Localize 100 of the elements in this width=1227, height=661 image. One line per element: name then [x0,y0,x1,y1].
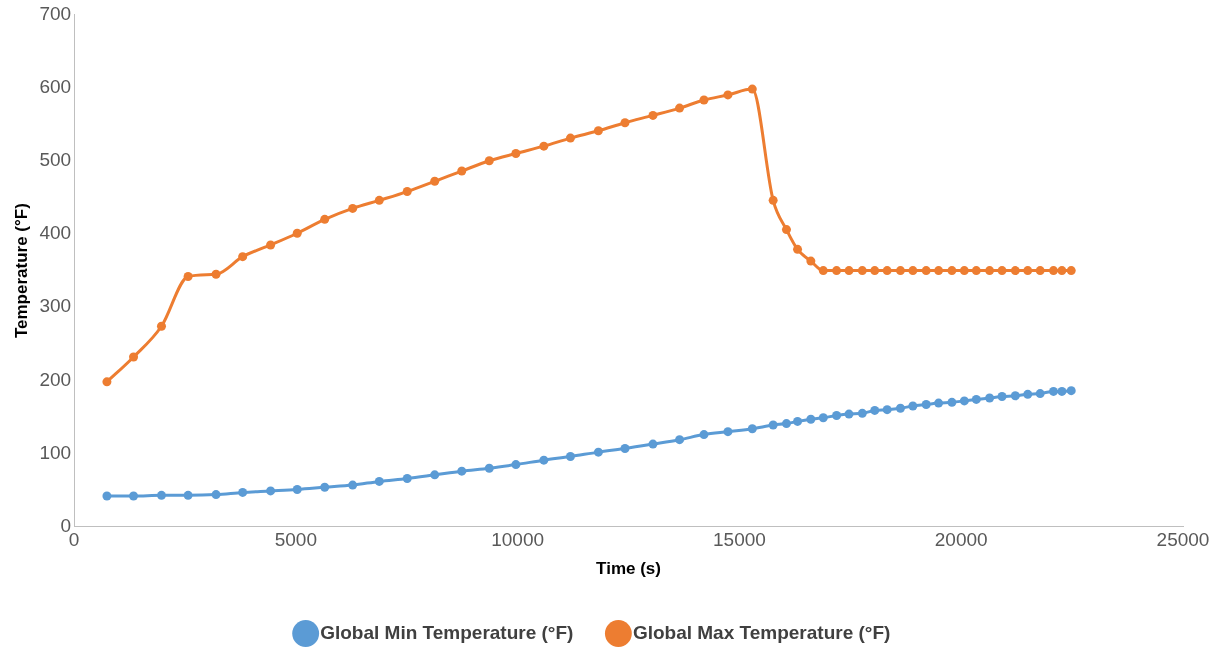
point [1066,386,1076,396]
point [374,476,384,486]
point [818,413,828,423]
y-tick-label: 400 [39,222,72,244]
point [723,90,733,100]
point [985,266,995,276]
point [129,491,139,501]
point [183,490,193,500]
point [921,266,931,276]
point [1066,266,1076,276]
y-tick-label: 300 [39,295,72,317]
point [430,176,440,186]
point [985,393,995,403]
point [908,266,918,276]
point [723,427,733,437]
point [539,141,549,151]
point [620,118,630,128]
point [1057,386,1067,396]
point [648,439,658,449]
point [971,394,981,404]
point [934,266,944,276]
point [484,463,494,473]
point [997,392,1007,401]
point [675,103,685,113]
legend-label: Global Min Temperature (°F) [320,621,574,643]
point [183,271,193,281]
point [102,377,112,387]
point [211,490,221,500]
y-tick-label: 100 [39,441,72,463]
point [997,266,1007,276]
x-tick-label: 5000 [274,529,318,551]
point [1035,266,1045,276]
point [1035,389,1045,399]
point [238,487,248,497]
point [539,455,549,465]
point [266,240,276,250]
point [908,401,918,411]
point [292,484,302,494]
point [402,187,412,197]
point [1048,266,1058,276]
point [959,266,969,276]
point [806,414,816,424]
x-tick-label: 25000 [1156,529,1210,551]
point [348,480,358,490]
point [947,397,957,407]
point [793,244,803,254]
point [832,411,842,421]
point [882,266,892,276]
point [1010,391,1020,401]
point [511,460,521,470]
point [457,466,467,476]
point [620,443,630,453]
point [211,269,221,279]
point [648,110,658,120]
point [870,405,880,415]
point [857,408,867,418]
point [1057,266,1067,276]
point [768,420,778,430]
point [832,266,842,276]
point [768,195,778,205]
y-tick-label: 700 [39,2,72,24]
point [1048,386,1058,396]
point [348,203,358,213]
point [675,435,685,445]
x-tick-label: 15000 [713,529,766,551]
point [1023,266,1033,276]
y-tick-label: 500 [39,149,72,171]
point [921,400,931,410]
point [374,195,384,205]
point [806,256,816,266]
point [484,156,494,166]
point [402,473,412,483]
point [1010,266,1020,276]
point [971,266,981,276]
legend-label: Global Max Temperature (°F) [632,621,891,643]
point [895,403,905,413]
y-axis-title: Temperature (°F) [11,203,31,339]
point [857,266,867,276]
point [793,416,803,426]
point [129,352,139,362]
point [747,84,757,94]
point [882,405,892,415]
point [959,396,969,406]
point [593,126,603,136]
y-tick-label: 200 [39,368,72,390]
point [457,166,467,176]
point [292,228,302,238]
x-tick-label: 20000 [934,529,988,551]
point [565,452,575,462]
point [947,266,957,276]
y-tick-label: 600 [39,75,72,97]
point [934,398,944,408]
x-tick-label: 10000 [491,529,545,551]
point [781,225,791,235]
point [870,266,880,276]
point [102,491,112,501]
point [895,266,905,276]
x-axis-title: Time (s) [596,559,661,579]
point [818,266,828,276]
point [320,482,330,492]
